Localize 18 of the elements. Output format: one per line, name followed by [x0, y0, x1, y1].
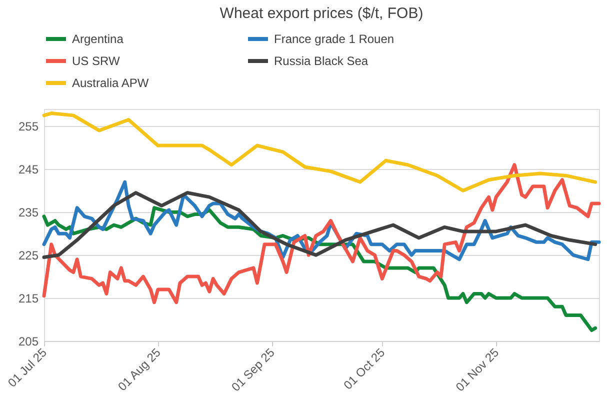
- chart-title: Wheat export prices ($/t, FOB): [220, 5, 424, 22]
- x-tick-label: 01 Aug 25: [115, 345, 164, 394]
- y-tick-label: 215: [18, 292, 39, 306]
- line-series: [42, 191, 598, 259]
- y-tick-label: 245: [18, 162, 39, 177]
- line-series: [42, 163, 601, 304]
- line-series: [42, 112, 598, 192]
- y-tick-label: 235: [18, 206, 39, 220]
- legend-label: France grade 1 Rouen: [274, 32, 394, 46]
- x-tick-label: 01 Sep 25: [228, 345, 278, 394]
- x-tick-label: 01 Oct 25: [340, 345, 388, 392]
- y-tick-label: 255: [18, 120, 39, 134]
- x-tick-label: 01 Nov 25: [452, 345, 502, 394]
- legend-label: Argentina: [72, 32, 124, 46]
- legend-label: Australia APW: [72, 76, 150, 90]
- y-tick-label: 225: [18, 248, 39, 263]
- legend-label: US SRW: [72, 54, 120, 68]
- legend-label: Russia Black Sea: [274, 54, 368, 68]
